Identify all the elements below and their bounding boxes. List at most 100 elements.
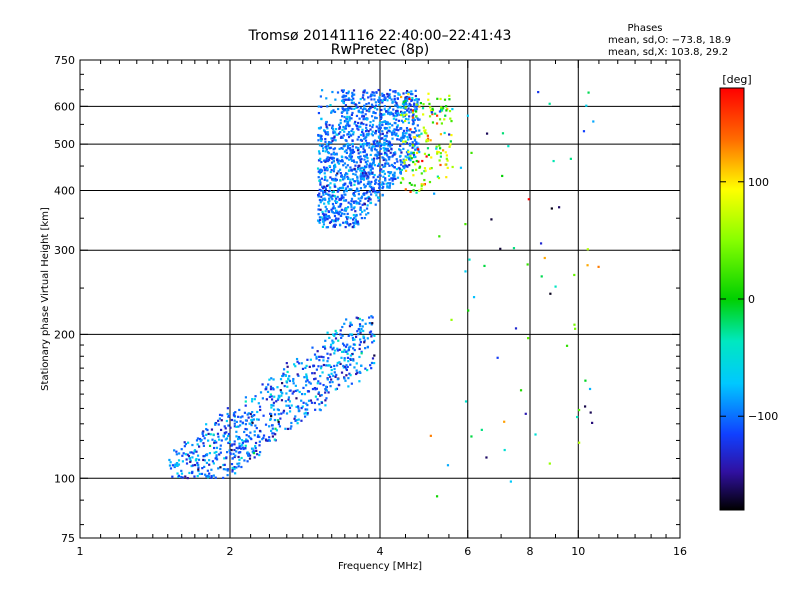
data-point — [322, 223, 326, 226]
data-point — [358, 380, 361, 383]
data-point — [366, 337, 369, 340]
data-point — [321, 218, 324, 221]
data-point — [378, 130, 381, 133]
data-point — [256, 410, 259, 414]
data-point — [438, 235, 441, 238]
data-point — [349, 223, 352, 226]
data-point — [355, 146, 358, 149]
data-point — [337, 205, 340, 208]
data-point — [360, 352, 363, 355]
data-point — [323, 347, 327, 350]
data-point — [383, 153, 387, 156]
data-point — [247, 412, 250, 415]
data-point — [290, 425, 293, 428]
data-point — [327, 197, 331, 200]
data-point — [269, 388, 273, 391]
data-point — [343, 115, 346, 119]
data-point — [380, 108, 383, 112]
data-point — [348, 158, 351, 161]
data-point — [413, 184, 416, 187]
data-point — [241, 415, 244, 418]
data-point — [346, 142, 349, 145]
data-point — [336, 219, 339, 222]
data-point — [371, 341, 374, 344]
data-point — [371, 158, 374, 161]
data-point — [445, 157, 448, 160]
data-point — [238, 446, 241, 449]
data-point — [408, 158, 411, 161]
data-point — [403, 162, 406, 165]
data-point — [448, 109, 452, 113]
data-point — [324, 210, 327, 213]
data-point — [262, 436, 265, 440]
data-point — [364, 347, 367, 350]
data-point — [326, 131, 329, 134]
data-point — [412, 174, 415, 177]
data-point — [324, 385, 328, 388]
data-point — [249, 431, 252, 434]
data-point — [349, 358, 353, 361]
data-point — [251, 398, 254, 401]
x-axis-label: Frequency [MHz] — [338, 561, 422, 572]
data-point — [348, 98, 351, 101]
data-point — [333, 147, 337, 150]
data-point — [203, 437, 206, 440]
x-tick-labels: 1 2 4 6 8 10 16 — [77, 545, 688, 558]
data-point — [320, 139, 323, 142]
data-point — [552, 159, 555, 163]
data-point — [316, 167, 320, 170]
data-point — [408, 133, 411, 136]
data-point — [416, 117, 419, 120]
data-point — [415, 103, 418, 106]
data-point — [377, 99, 380, 102]
data-point — [340, 155, 343, 158]
data-point — [331, 137, 334, 140]
data-point — [228, 449, 231, 452]
data-point — [203, 454, 206, 458]
data-point — [423, 170, 426, 173]
data-point — [378, 190, 381, 194]
data-point — [467, 309, 470, 312]
data-point — [288, 400, 292, 403]
data-point — [309, 399, 313, 402]
data-point — [391, 154, 395, 157]
data-point — [332, 190, 336, 193]
data-point — [386, 92, 389, 96]
data-point — [320, 89, 324, 92]
data-point — [350, 129, 353, 133]
data-point — [351, 139, 354, 142]
data-point — [193, 463, 197, 467]
data-point — [384, 177, 387, 180]
data-point — [351, 148, 355, 152]
data-point — [257, 418, 260, 421]
data-point — [352, 191, 355, 195]
data-point — [352, 221, 355, 224]
data-point — [381, 101, 384, 104]
data-point — [340, 89, 344, 92]
data-point — [325, 157, 328, 161]
data-point — [373, 148, 377, 151]
data-point — [333, 195, 336, 198]
data-point — [349, 354, 352, 357]
data-point — [261, 397, 264, 400]
data-point — [347, 348, 351, 351]
data-point — [333, 214, 337, 218]
data-point — [370, 361, 374, 365]
data-point — [336, 195, 339, 198]
data-point — [171, 464, 175, 467]
data-point — [319, 95, 322, 98]
data-point — [343, 130, 346, 133]
data-point — [305, 402, 308, 405]
data-point — [284, 400, 287, 403]
data-point — [352, 97, 355, 100]
data-point — [358, 370, 361, 374]
data-point — [325, 364, 328, 367]
data-point — [381, 143, 384, 146]
data-point — [415, 141, 418, 144]
data-point — [364, 197, 367, 200]
data-point — [418, 150, 421, 154]
data-point — [242, 447, 245, 451]
data-point — [339, 202, 343, 206]
data-point — [357, 121, 360, 125]
data-point — [341, 128, 344, 132]
